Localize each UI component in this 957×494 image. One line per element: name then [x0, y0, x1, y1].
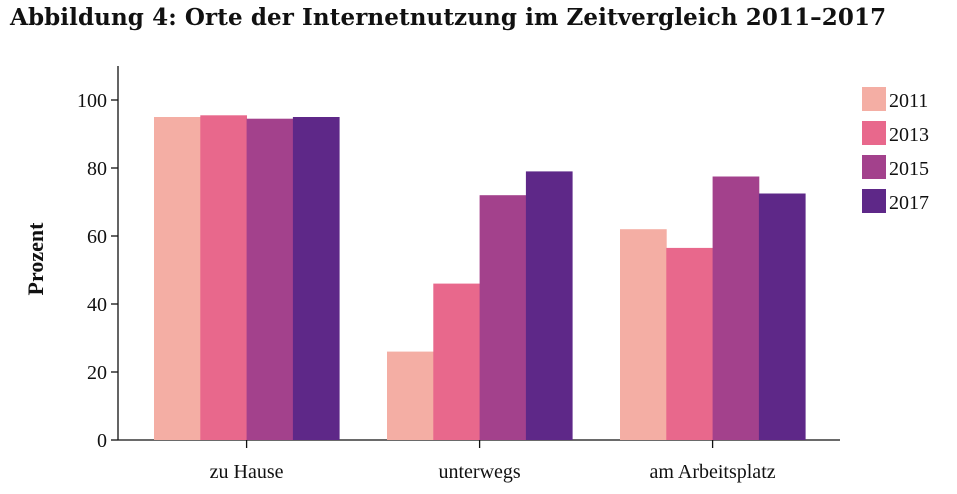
- legend-swatch-2011: [862, 87, 886, 111]
- y-tick-label: 20: [87, 362, 107, 384]
- x-axis: zu Hause unterwegs am Arbeitsplatz: [118, 439, 840, 483]
- legend-swatch-2017: [862, 189, 886, 213]
- legend-label-2011: 2011: [889, 90, 928, 112]
- legend-label-2015: 2015: [889, 158, 929, 180]
- y-tick-label: 0: [97, 430, 107, 452]
- y-tick-label: 80: [87, 158, 107, 180]
- bar-2015-1: [479, 195, 527, 440]
- bar-2013-0: [200, 115, 247, 441]
- bar-2015-0: [246, 118, 294, 440]
- x-tick-label: unterwegs: [438, 461, 520, 483]
- y-axis-label: Prozent: [23, 222, 48, 296]
- y-tick-label: 100: [77, 90, 107, 112]
- x-tick-label: zu Hause: [210, 461, 284, 483]
- bar-2017-0: [292, 117, 340, 440]
- bar-2015-2: [712, 176, 760, 440]
- bar-2013-1: [433, 283, 480, 440]
- y-axis: 0 20 40 60 80 100: [77, 66, 119, 452]
- legend: 2011 2013 2015 2017: [862, 87, 929, 214]
- legend-label-2017: 2017: [889, 192, 929, 214]
- bar-2017-2: [758, 193, 806, 440]
- y-tick-label: 60: [87, 226, 107, 248]
- bar-2017-1: [525, 171, 573, 440]
- chart-title: Abbildung 4: Orte der Internetnutzung im…: [10, 4, 887, 31]
- legend-swatch-2013: [862, 121, 886, 145]
- y-tick-label: 40: [87, 294, 107, 316]
- x-tick-label: am Arbeitsplatz: [650, 461, 776, 483]
- bar-2011-0: [154, 117, 201, 440]
- bar-2011-2: [620, 229, 667, 440]
- legend-swatch-2015: [862, 155, 886, 179]
- bar-2011-1: [387, 351, 434, 440]
- bar-2013-2: [666, 247, 713, 440]
- bars: [154, 115, 806, 441]
- legend-label-2013: 2013: [889, 124, 929, 146]
